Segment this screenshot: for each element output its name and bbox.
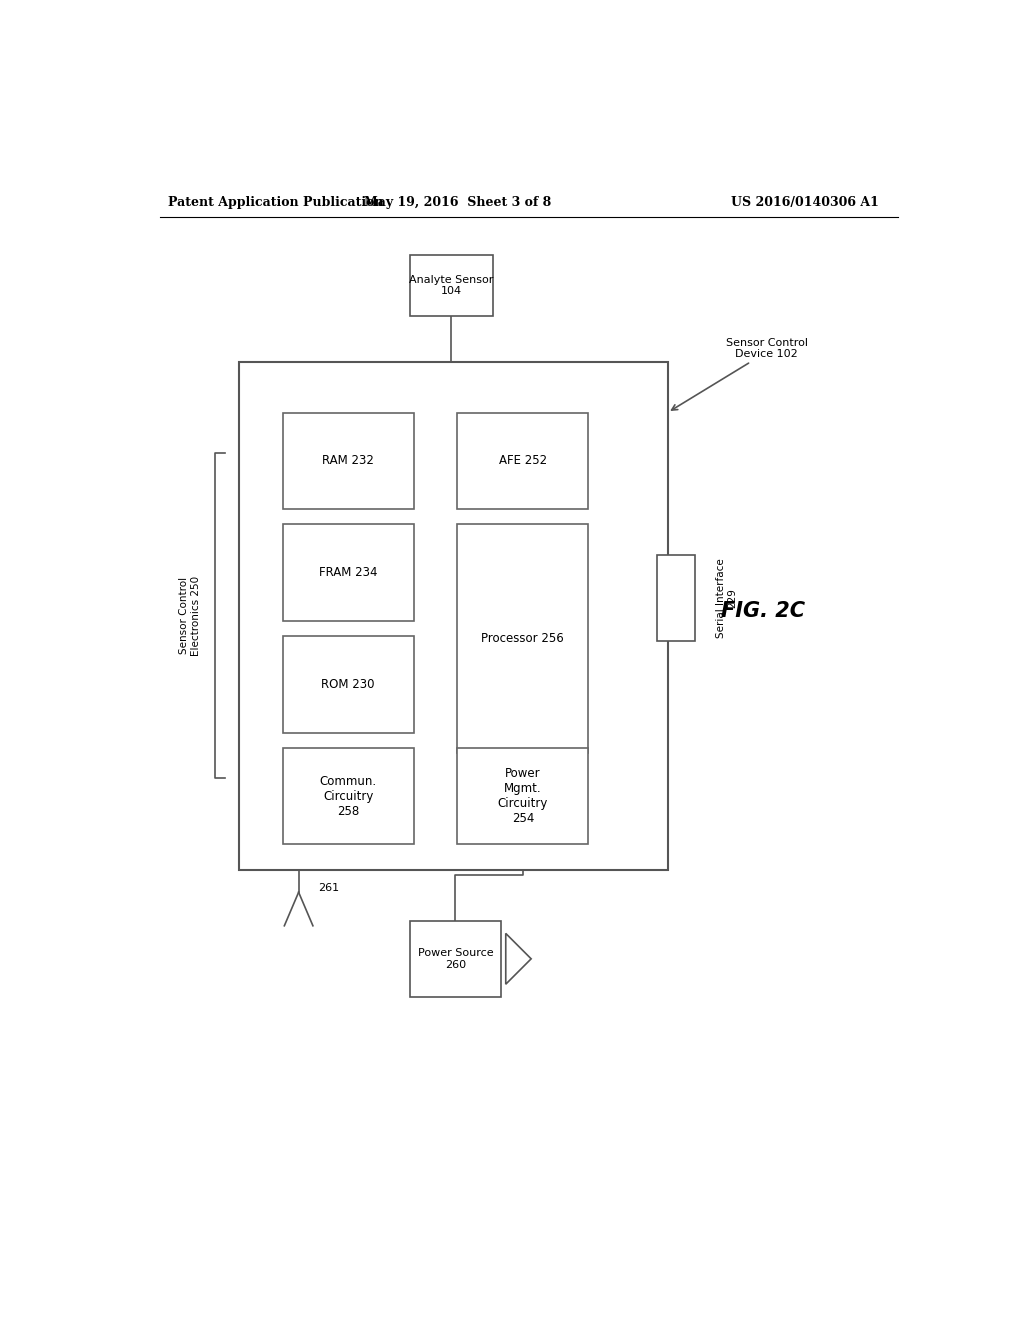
Text: FIG. 2C: FIG. 2C [721, 601, 805, 620]
Text: Power Source
260: Power Source 260 [418, 948, 494, 970]
Bar [283, 524, 414, 620]
Text: Patent Application Publication: Patent Application Publication [168, 195, 383, 209]
Text: FRAM 234: FRAM 234 [318, 566, 378, 579]
Text: Analyte Sensor
104: Analyte Sensor 104 [410, 275, 494, 296]
Polygon shape [506, 933, 531, 985]
Bar [458, 748, 588, 845]
Text: Power
Mgmt.
Circuitry
254: Power Mgmt. Circuitry 254 [498, 767, 548, 825]
Text: ROM 230: ROM 230 [322, 678, 375, 690]
Bar [410, 255, 494, 315]
Bar [283, 636, 414, 733]
Text: Sensor Control
Electronics 250: Sensor Control Electronics 250 [179, 576, 201, 656]
Text: Processor 256: Processor 256 [481, 632, 564, 645]
Text: May 19, 2016  Sheet 3 of 8: May 19, 2016 Sheet 3 of 8 [364, 195, 551, 209]
Text: US 2016/0140306 A1: US 2016/0140306 A1 [731, 195, 879, 209]
Bar [656, 554, 694, 642]
Bar [410, 921, 501, 997]
Bar [458, 412, 588, 510]
Text: Commun.
Circuitry
258: Commun. Circuitry 258 [319, 775, 377, 817]
Text: RAM 232: RAM 232 [323, 454, 374, 467]
Bar [240, 362, 668, 870]
Text: Serial Interface
229: Serial Interface 229 [716, 558, 737, 638]
Text: 261: 261 [317, 883, 339, 894]
Bar [283, 748, 414, 845]
Bar [283, 412, 414, 510]
Bar [458, 524, 588, 752]
Text: Sensor Control
Device 102: Sensor Control Device 102 [726, 338, 808, 359]
Text: AFE 252: AFE 252 [499, 454, 547, 467]
